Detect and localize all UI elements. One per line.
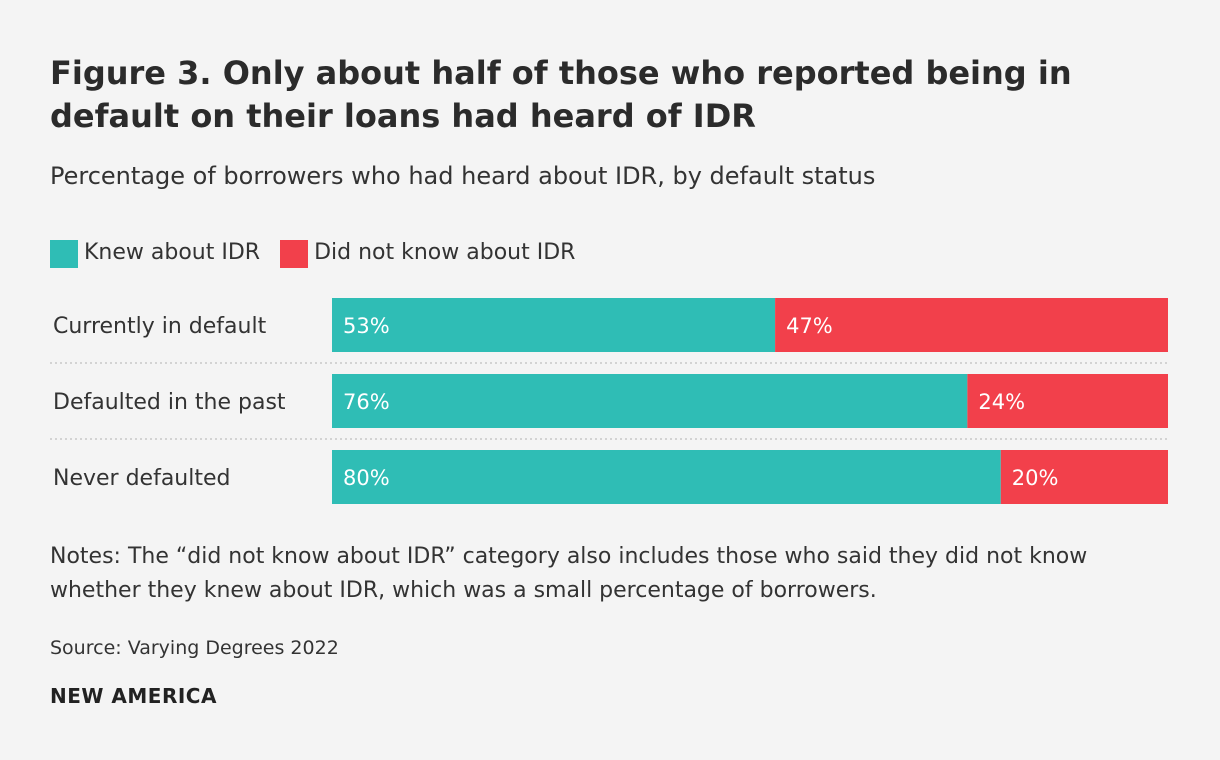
data-label-did-not-know-about-idr-never-defaulted: 20%: [1012, 466, 1059, 490]
chart-source: Source: Varying Degrees 2022: [50, 637, 339, 659]
legend-item-knew: Knew about IDR: [50, 236, 260, 268]
bar-knew-about-idr-never-defaulted: [332, 450, 1001, 504]
bar-did-not-know-about-idr-currently-in-default: [775, 298, 1168, 352]
bar-did-not-know-about-idr-defaulted-in-the-past: [967, 374, 1168, 428]
legend-label-did-not-know: Did not know about IDR: [314, 239, 576, 265]
data-label-did-not-know-about-idr-currently-in-default: 47%: [786, 314, 833, 338]
chart-notes: Notes: The “did not know about IDR” cate…: [50, 544, 1088, 603]
data-label-knew-about-idr-defaulted-in-the-past: 76%: [343, 390, 390, 414]
chart-title: Figure 3. Only about half of those who r…: [50, 54, 1072, 135]
data-label-knew-about-idr-never-defaulted: 80%: [343, 466, 390, 490]
legend-item-did-not-know: Did not know about IDR: [280, 236, 575, 268]
chart-subtitle: Percentage of borrowers who had heard ab…: [50, 162, 876, 190]
bar-knew-about-idr-currently-in-default: [332, 298, 776, 352]
legend: Knew about IDR Did not know about IDR: [50, 236, 595, 268]
brand-logo-text: NEW AMERICA: [50, 684, 217, 708]
legend-swatch-did-not-know: [280, 240, 309, 268]
category-label-defaulted-in-the-past: Defaulted in the past: [53, 390, 286, 415]
category-label-never-defaulted: Never defaulted: [53, 466, 231, 491]
legend-label-knew: Knew about IDR: [84, 239, 261, 265]
category-label-currently-in-default: Currently in default: [53, 314, 267, 339]
bar-did-not-know-about-idr-never-defaulted: [1000, 450, 1168, 504]
legend-swatch-knew: [50, 240, 78, 268]
data-label-knew-about-idr-currently-in-default: 53%: [343, 314, 390, 338]
bar-knew-about-idr-defaulted-in-the-past: [332, 374, 968, 428]
data-label-did-not-know-about-idr-defaulted-in-the-past: 24%: [978, 390, 1025, 414]
